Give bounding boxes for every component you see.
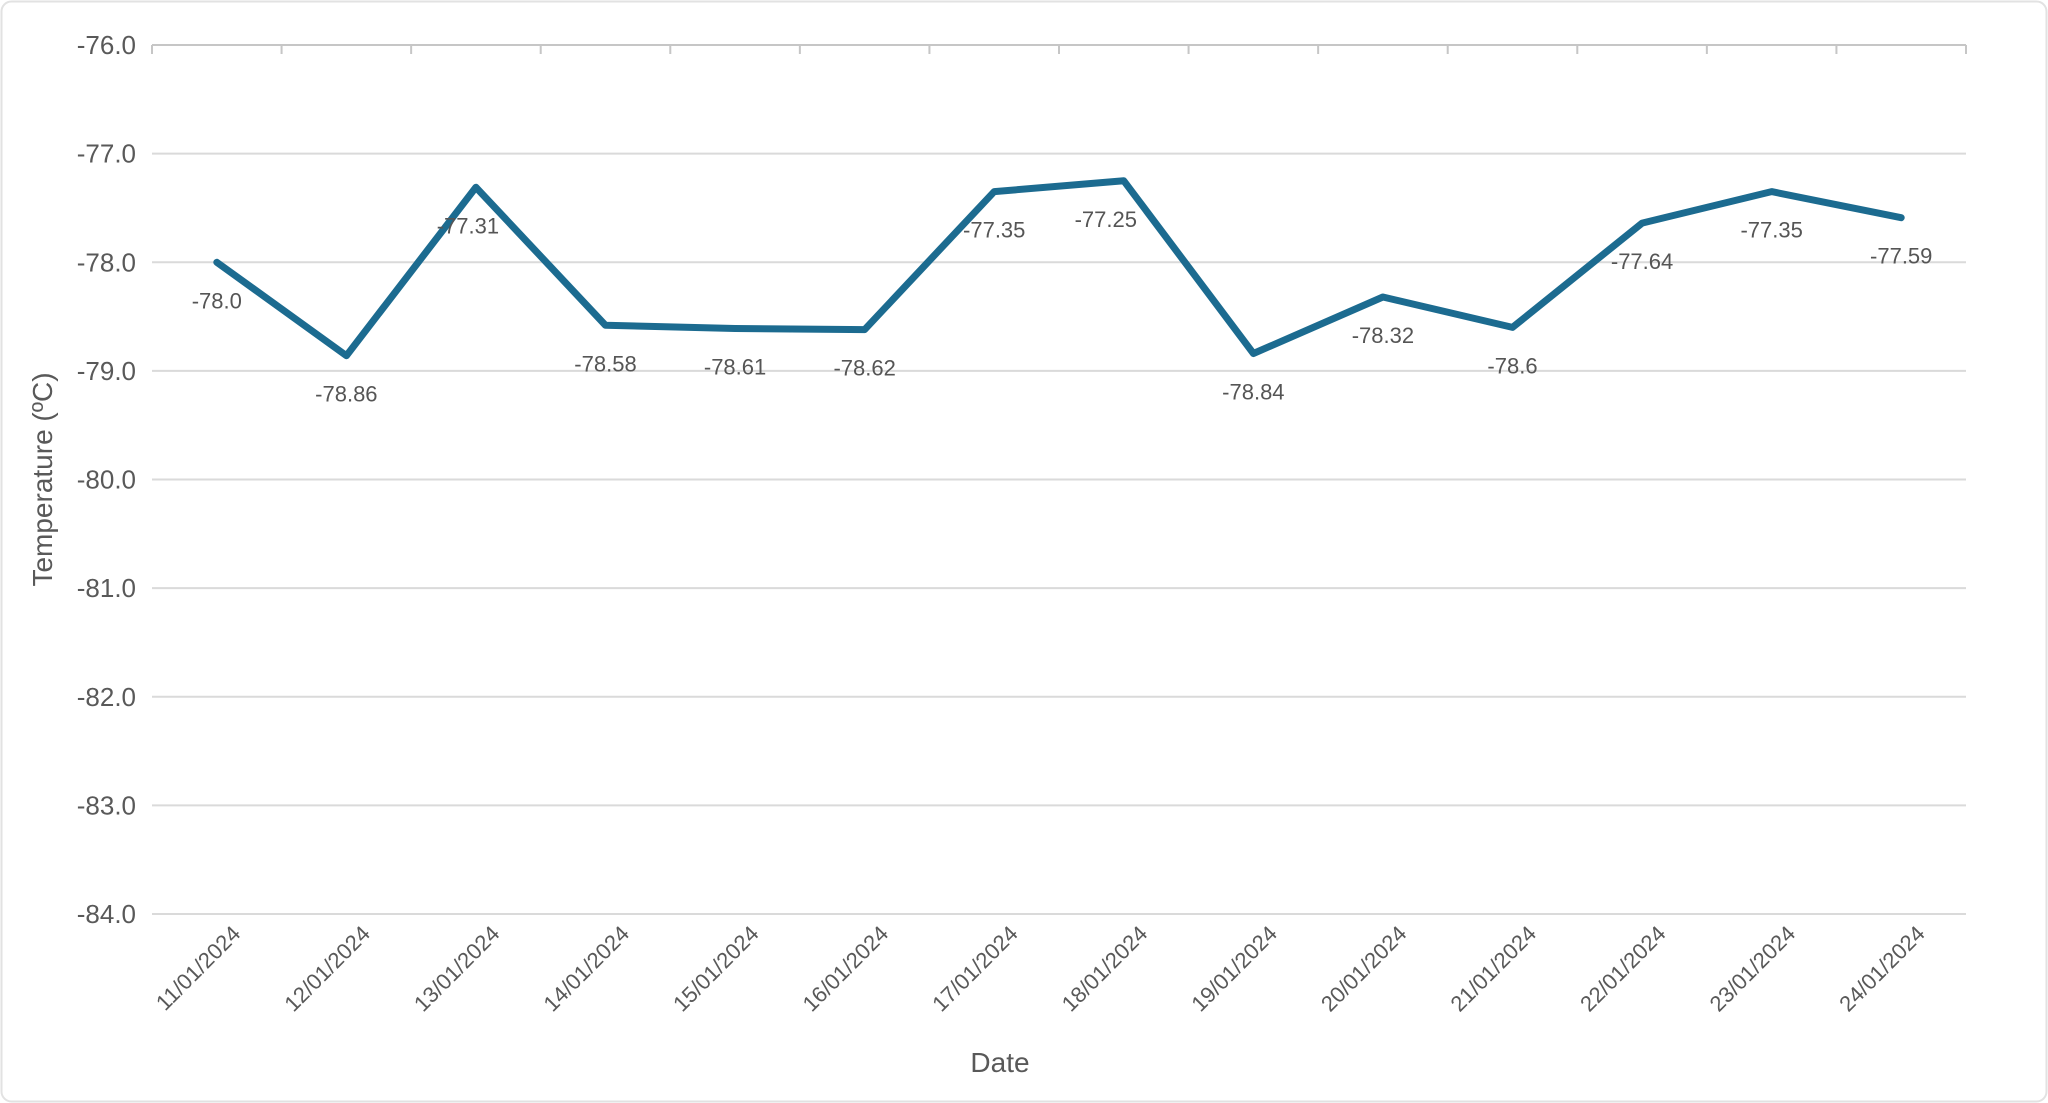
y-tick-label: -82.0: [77, 682, 136, 712]
y-tick-label: -77.0: [77, 139, 136, 169]
data-label: -77.59: [1870, 244, 1932, 269]
data-label: -78.62: [833, 356, 895, 381]
y-tick-label: -84.0: [77, 899, 136, 929]
data-label: -77.35: [963, 218, 1025, 243]
data-label: -78.6: [1487, 353, 1537, 378]
data-label: -77.64: [1611, 249, 1673, 274]
y-tick-label: -80.0: [77, 465, 136, 495]
data-label: -77.25: [1075, 207, 1137, 232]
data-label: -78.84: [1222, 379, 1284, 404]
data-label: -78.61: [704, 355, 766, 380]
y-tick-label: -76.0: [77, 30, 136, 60]
x-axis-title: Date: [970, 1047, 1029, 1078]
y-tick-label: -79.0: [77, 356, 136, 386]
temperature-series-line: [213, 177, 1905, 360]
data-label: -78.32: [1352, 323, 1414, 348]
data-label: -78.86: [315, 382, 377, 407]
y-tick-label: -78.0: [77, 247, 136, 277]
data-label: -77.31: [437, 213, 499, 238]
y-tick-label: -81.0: [77, 573, 136, 603]
data-label: -77.35: [1740, 218, 1802, 243]
y-tick-label: -83.0: [77, 790, 136, 820]
data-label: -78.0: [192, 288, 242, 313]
data-label: -78.58: [574, 351, 636, 376]
y-axis-title: Temperature (ºC): [27, 372, 58, 586]
